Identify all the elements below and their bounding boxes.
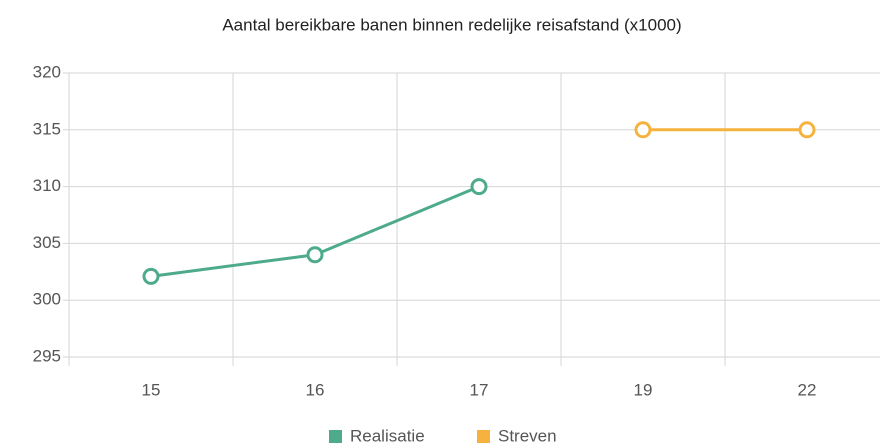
y-tick-label: 295 [33,346,61,365]
x-tick-label: 22 [798,380,817,399]
legend-swatch [477,430,490,443]
point [306,246,324,264]
x-tick-label: 17 [470,380,489,399]
point [470,178,488,196]
x-tick-label: 15 [142,380,161,399]
legend-label: Streven [498,426,557,445]
y-tick-label: 320 [33,62,61,81]
legend-swatch [329,430,342,443]
x-tick-label: 19 [634,380,653,399]
y-tick-label: 305 [33,233,61,252]
point [634,121,652,139]
y-tick-label: 310 [33,176,61,195]
legend-label: Realisatie [350,426,425,445]
y-tick-label: 300 [33,290,61,309]
chart-title: Aantal bereikbare banen binnen redelijke… [222,15,681,34]
point [142,267,160,285]
y-tick-label: 315 [33,119,61,138]
x-tick-label: 16 [306,380,325,399]
point [798,121,816,139]
